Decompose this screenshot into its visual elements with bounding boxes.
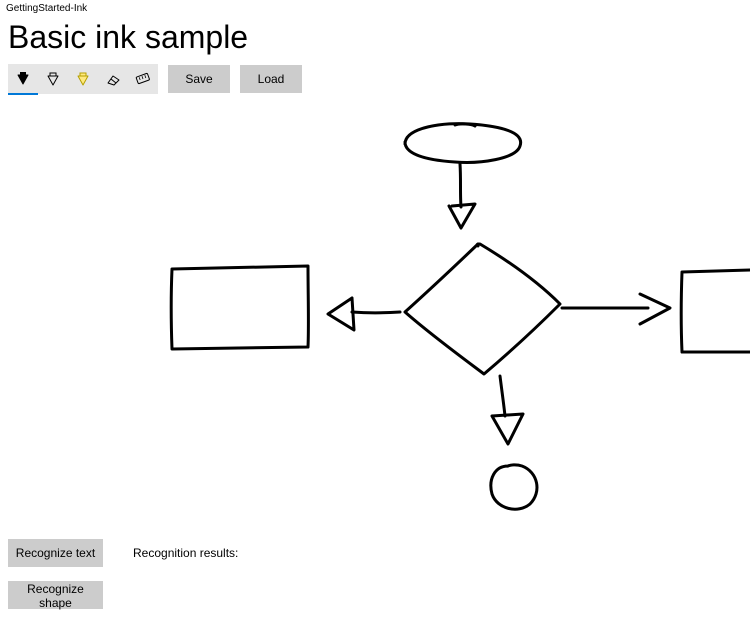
page-title: Basic ink sample — [0, 14, 750, 64]
eraser-tool[interactable] — [98, 64, 128, 94]
pen-icon — [45, 71, 61, 87]
eraser-icon — [105, 71, 121, 87]
save-button[interactable]: Save — [168, 65, 230, 93]
recognize-text-button[interactable]: Recognize text — [8, 539, 103, 567]
recognize-shape-button[interactable]: Recognize shape — [8, 581, 103, 609]
pen-black-tool[interactable] — [8, 63, 38, 95]
pen-icon — [75, 71, 91, 87]
toolbar-row: Save Load — [0, 64, 750, 94]
ink-canvas[interactable] — [0, 94, 750, 524]
pen-icon — [15, 70, 31, 86]
recognition-results-label: Recognition results: — [133, 546, 238, 560]
highlighter-tool[interactable] — [68, 64, 98, 94]
ruler-icon — [135, 71, 151, 87]
load-button[interactable]: Load — [240, 65, 302, 93]
window-title: GettingStarted-Ink — [0, 0, 750, 14]
ink-toolbar — [8, 64, 158, 94]
pen-outline-tool[interactable] — [38, 64, 68, 94]
bottom-bar: Recognize text Recognition results: Reco… — [8, 539, 268, 612]
ruler-tool[interactable] — [128, 64, 158, 94]
ink-strokes — [0, 94, 750, 524]
